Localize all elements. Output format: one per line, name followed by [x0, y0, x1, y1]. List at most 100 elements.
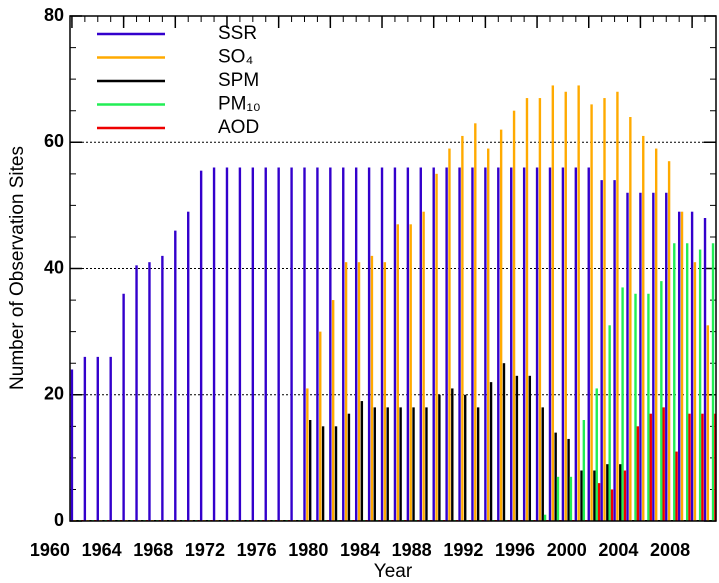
bar	[580, 470, 583, 521]
bar	[373, 407, 376, 521]
bar	[342, 167, 345, 521]
bar	[396, 224, 399, 521]
bar	[652, 192, 655, 521]
bar	[334, 426, 338, 521]
bar	[458, 167, 461, 521]
bar	[582, 420, 586, 521]
bar	[399, 407, 402, 521]
bar	[357, 262, 361, 521]
bar	[109, 356, 112, 521]
bar	[680, 211, 684, 521]
bar	[515, 375, 519, 521]
bar	[567, 438, 570, 521]
bar	[435, 173, 438, 521]
bar	[688, 413, 691, 521]
bar	[354, 167, 358, 521]
bar	[499, 129, 503, 521]
bar	[538, 98, 542, 521]
bar	[675, 451, 678, 521]
bar	[474, 123, 477, 521]
bar	[161, 255, 164, 521]
x-tick-label: 2004	[598, 540, 638, 560]
bar	[412, 407, 415, 521]
bar	[554, 432, 557, 521]
x-tick-label: 1992	[443, 540, 483, 560]
y-tick-label: 0	[54, 510, 64, 530]
legend-label: SPM	[218, 70, 259, 91]
bar	[321, 426, 325, 521]
bar	[541, 407, 544, 521]
bar	[621, 287, 624, 521]
bar	[593, 470, 596, 521]
bar	[642, 135, 645, 521]
bar	[690, 211, 694, 521]
y-axis-title: Number of Observation Sites	[7, 146, 28, 390]
bar	[613, 180, 616, 521]
x-tick-label: 1964	[82, 540, 122, 560]
bar	[636, 426, 640, 521]
bar	[703, 218, 707, 521]
bar	[174, 230, 177, 521]
bar	[386, 407, 389, 521]
bar	[360, 401, 364, 521]
bar	[419, 167, 422, 521]
plot-frame	[69, 15, 717, 522]
bar	[422, 211, 425, 521]
bar	[711, 243, 715, 521]
bar	[484, 167, 487, 521]
bar	[587, 167, 590, 521]
bar	[425, 407, 428, 521]
legend-label: PM₁₀	[218, 94, 261, 115]
x-tick-label: 1980	[288, 540, 328, 560]
bar	[701, 413, 704, 521]
bar	[251, 167, 255, 521]
bar	[639, 192, 642, 521]
bar	[522, 167, 526, 521]
bar	[319, 331, 322, 521]
bar	[535, 167, 539, 521]
bar	[698, 249, 702, 521]
bar	[693, 262, 697, 521]
bar	[590, 104, 593, 521]
bar	[606, 464, 609, 521]
bar	[187, 211, 190, 521]
bar	[96, 356, 99, 521]
bar	[510, 167, 513, 521]
bar	[706, 325, 710, 521]
bar	[626, 192, 629, 521]
x-tick-label: 1976	[237, 540, 277, 560]
bar	[489, 382, 493, 521]
bar	[569, 476, 573, 521]
y-tick-label: 60	[44, 131, 64, 151]
bar	[380, 167, 384, 521]
bar	[331, 300, 335, 521]
y-tick-label: 20	[44, 384, 64, 404]
bar	[512, 110, 516, 521]
bar	[70, 369, 74, 521]
bar	[370, 255, 374, 521]
bar	[551, 85, 555, 521]
x-tick-label: 1972	[185, 540, 225, 560]
bar	[595, 388, 598, 521]
bar	[685, 243, 689, 521]
bar	[308, 420, 312, 521]
bar	[673, 243, 676, 521]
x-tick-label: 1960	[30, 540, 70, 560]
bar	[238, 167, 242, 521]
bar	[616, 91, 619, 521]
bar	[619, 464, 622, 521]
bar	[608, 325, 611, 521]
bar	[290, 167, 293, 521]
bar	[264, 167, 267, 521]
bar	[543, 514, 547, 521]
bar	[662, 407, 665, 521]
bar	[476, 407, 480, 521]
bar	[316, 167, 319, 521]
legend-label: SO₄	[218, 47, 253, 68]
bar	[461, 135, 464, 521]
bar	[212, 167, 216, 521]
bar	[199, 170, 203, 521]
bar	[367, 167, 371, 521]
bar	[438, 394, 441, 521]
